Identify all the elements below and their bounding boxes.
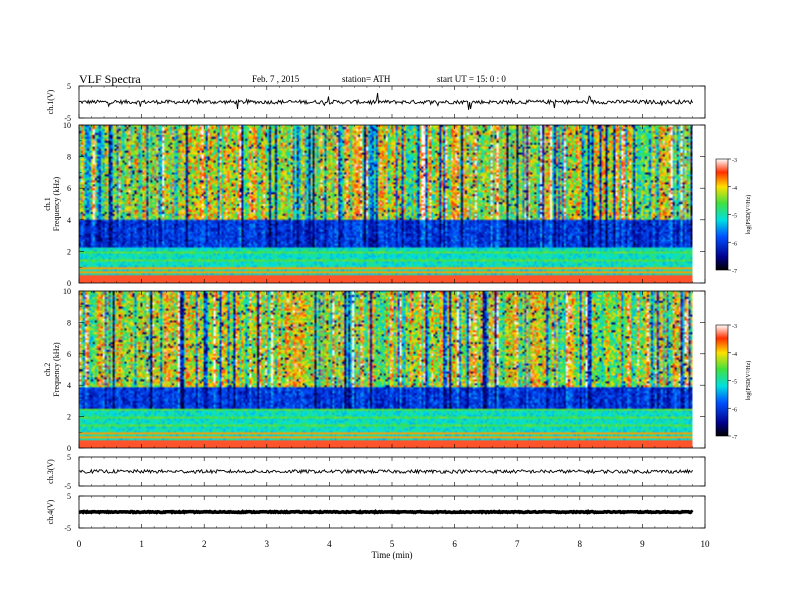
ch2-spectrogram-colorbar-tick: -3 bbox=[732, 324, 737, 330]
ch1-waveform-ytick-label: 5 bbox=[67, 82, 71, 91]
ch1-spectrogram-colorbar-tick: -5 bbox=[732, 214, 737, 220]
xaxis-label: Time (min) bbox=[372, 550, 413, 560]
ch1-spectrogram-colorbar bbox=[715, 158, 729, 271]
ch1-spectrogram-ytick-label: 10 bbox=[63, 121, 71, 130]
spectrogram-image-ch2 bbox=[79, 291, 693, 448]
ch1-spectrogram-ytick-label: 4 bbox=[67, 216, 71, 225]
ch2-spectrogram-ytick-label: 2 bbox=[67, 413, 71, 422]
ch3-waveform-ytick-label: -5 bbox=[64, 482, 71, 491]
ch2-spectrogram-colorbar bbox=[715, 324, 729, 437]
ch1-spectrogram-colorbar-label: log(PSD(V²/Hz) bbox=[745, 195, 752, 234]
xaxis-tick-label: 1 bbox=[139, 539, 144, 549]
start-ut-label: start UT = 15: 0 : 0 bbox=[437, 74, 506, 84]
xaxis-tick-label: 7 bbox=[515, 539, 520, 549]
xaxis-tick-label: 0 bbox=[77, 539, 82, 549]
ch3-waveform-trace bbox=[78, 468, 693, 475]
xaxis-tick-label: 5 bbox=[390, 539, 395, 549]
xaxis-tick-label: 9 bbox=[640, 539, 645, 549]
ch1-spectrogram-ytick-label: 8 bbox=[67, 153, 71, 162]
ch2-spectrogram-ytick-label: 6 bbox=[67, 350, 71, 359]
ch2-spectrogram-colorbar-tick: -4 bbox=[732, 352, 737, 358]
ch1-spectrogram-colorbar-tick: -4 bbox=[732, 186, 737, 192]
ch1-waveform-ytick-label: -5 bbox=[64, 114, 71, 123]
ch2-spectrogram-ytick-label: 10 bbox=[63, 287, 71, 296]
xaxis-tick-label: 8 bbox=[578, 539, 583, 549]
ch2-spectrogram-colorbar-label: log(PSD(V²/Hz) bbox=[745, 361, 752, 400]
ch4-waveform-trace bbox=[78, 509, 694, 515]
xaxis-tick-label: 6 bbox=[452, 539, 457, 549]
ch2-spectrogram-colorbar-tick: -6 bbox=[732, 407, 737, 413]
ch1-waveform-ylabel: ch.1(V) bbox=[46, 89, 55, 114]
ch2-spectrogram-colorbar-tick: -5 bbox=[732, 380, 737, 386]
ch3-waveform-ytick-label: 5 bbox=[67, 453, 71, 462]
ch1-spectrogram-colorbar-tick: -3 bbox=[732, 158, 737, 164]
ch2-spectrogram-ylabel: Frequency (kHz) bbox=[52, 342, 61, 397]
xaxis-tick-label: 3 bbox=[265, 539, 270, 549]
xaxis-tick-label: 4 bbox=[327, 539, 332, 549]
spectrogram-image-ch1 bbox=[79, 125, 693, 283]
ch1-spectrogram-ytick-label: 0 bbox=[67, 279, 71, 288]
ch4-waveform-ytick-label: 5 bbox=[67, 492, 71, 501]
ch2-spectrogram-ytick-label: 8 bbox=[67, 318, 71, 327]
ch4-waveform-ylabel: ch.4(V) bbox=[46, 499, 55, 524]
ch2-spectrogram-ytick-label: 4 bbox=[67, 381, 71, 390]
ch1-spectrogram-ylabel: Frequency (kHz) bbox=[52, 176, 61, 231]
ch2-spectrogram-channel-label: ch.2 bbox=[43, 363, 52, 377]
ch3-waveform-ylabel: ch.3(V) bbox=[46, 459, 55, 484]
ch1-spectrogram-colorbar-tick: -7 bbox=[732, 269, 737, 275]
figure-title: VLF Spectra bbox=[79, 72, 141, 86]
xaxis-tick-label: 10 bbox=[701, 539, 711, 549]
xaxis-tick-label: 2 bbox=[202, 539, 207, 549]
ch1-waveform-trace bbox=[78, 92, 693, 110]
station-label: station= ATH bbox=[342, 74, 391, 84]
ch3-waveform-frame bbox=[78, 456, 706, 487]
ch2-spectrogram-ytick-label: 0 bbox=[67, 444, 71, 453]
ch1-spectrogram-ytick-label: 6 bbox=[67, 184, 71, 193]
ch2-spectrogram-colorbar-tick: -7 bbox=[732, 435, 737, 441]
date-label: Feb. 7 , 2015 bbox=[252, 74, 300, 84]
ch4-waveform-ytick-label: -5 bbox=[64, 524, 71, 533]
ch1-spectrogram-colorbar-tick: -6 bbox=[732, 241, 737, 247]
ch1-spectrogram-ytick-label: 2 bbox=[67, 247, 71, 256]
ch1-spectrogram-channel-label: ch.1 bbox=[43, 197, 52, 211]
